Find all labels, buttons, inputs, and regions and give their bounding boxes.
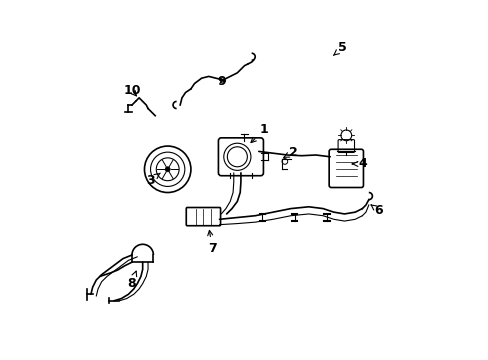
Text: 10: 10 [123, 84, 141, 97]
Text: 5: 5 [333, 41, 346, 55]
Text: 9: 9 [217, 75, 225, 88]
Text: 2: 2 [284, 146, 298, 159]
Text: 6: 6 [370, 204, 382, 217]
Text: 3: 3 [146, 173, 160, 186]
Text: 4: 4 [352, 157, 366, 170]
Text: 1: 1 [250, 123, 268, 143]
Text: 8: 8 [127, 271, 136, 290]
Text: 7: 7 [207, 230, 216, 255]
Circle shape [165, 167, 170, 172]
